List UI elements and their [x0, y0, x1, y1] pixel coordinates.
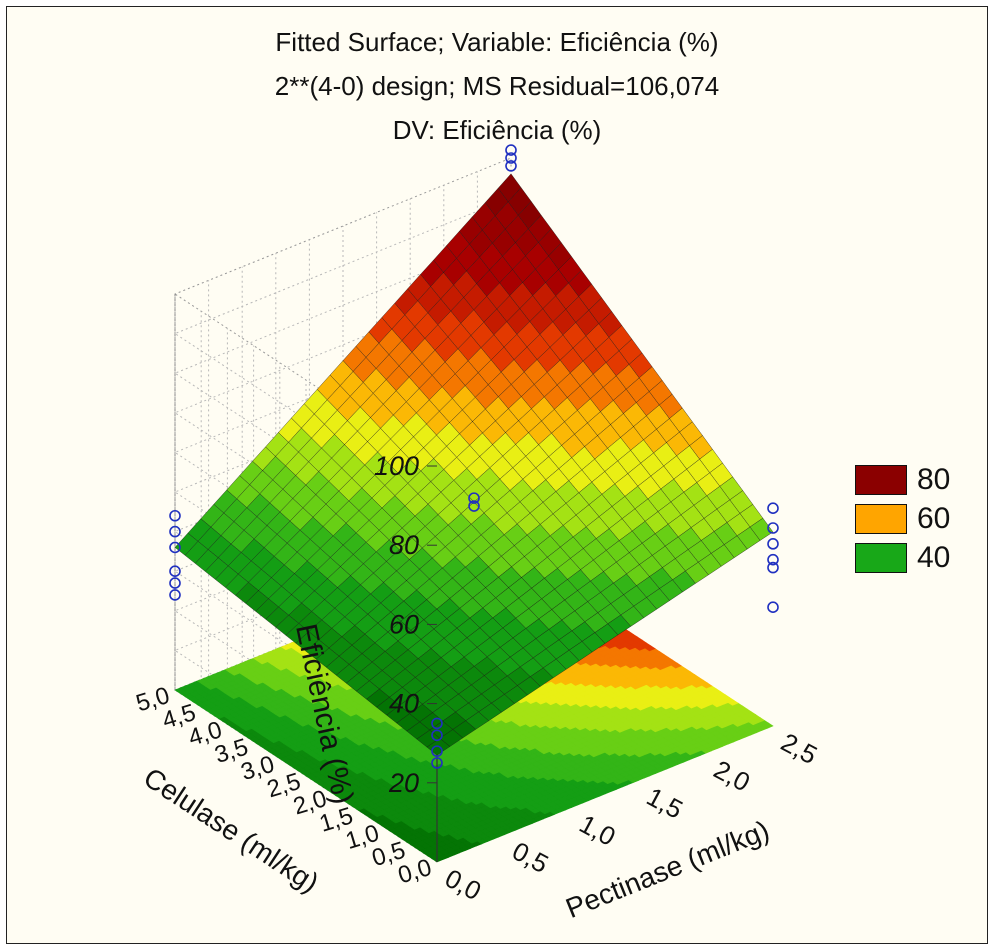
- grid-line: [173, 236, 512, 546]
- x-tick-label: 2,0: [709, 754, 755, 797]
- x-tick-label: 1,0: [575, 808, 621, 851]
- x-tick-label: 0,0: [440, 863, 486, 906]
- z-tick-label: 20: [388, 768, 419, 798]
- x-tick-label: 2,5: [776, 727, 822, 770]
- z-tick-label: 100: [374, 451, 419, 481]
- legend-swatch-80: [855, 465, 907, 495]
- chart-title-line-1: Fitted Surface; Variable: Eficiência (%): [275, 27, 719, 57]
- legend-label-80: 80: [917, 463, 951, 496]
- z-tick-label: 60: [389, 609, 419, 639]
- x-tick-label: 0,5: [507, 836, 553, 879]
- chart-title-line-3: DV: Eficiência (%): [392, 115, 602, 145]
- observed-point: [767, 601, 779, 614]
- z-tick-label: 80: [389, 530, 419, 560]
- chart-title-line-2: 2**(4-0) design; MS Residual=106,074: [274, 71, 720, 101]
- observed-point: [767, 502, 779, 515]
- observed-point: [767, 538, 779, 550]
- legend-swatch-40: [855, 543, 907, 573]
- z-tick-label: 40: [389, 689, 419, 719]
- legend-swatch-60: [855, 504, 907, 534]
- legend-label-60: 60: [917, 502, 951, 535]
- x-tick-label: 1,5: [642, 781, 688, 824]
- chart-frame: Fitted Surface; Variable: Eficiência (%)…: [6, 6, 988, 944]
- legend-label-40: 40: [917, 541, 951, 574]
- grid-line: [173, 197, 512, 507]
